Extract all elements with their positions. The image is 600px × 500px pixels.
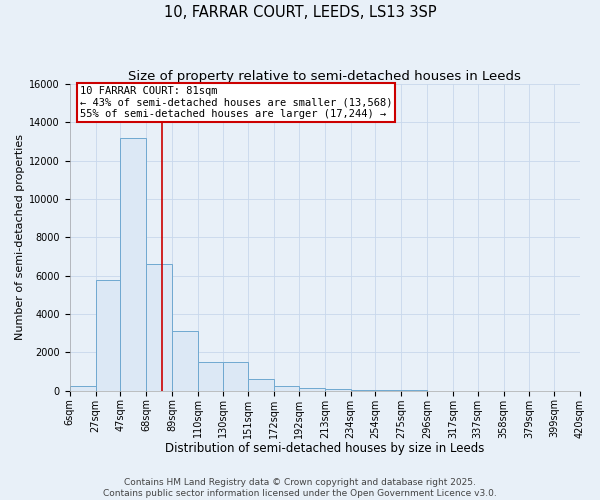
Bar bbox=[274, 386, 299, 390]
Bar bbox=[172, 332, 198, 390]
Bar bbox=[325, 389, 351, 390]
Bar bbox=[70, 386, 95, 390]
Bar bbox=[248, 379, 274, 390]
Bar bbox=[198, 362, 223, 390]
Title: Size of property relative to semi-detached houses in Leeds: Size of property relative to semi-detach… bbox=[128, 70, 521, 83]
Bar bbox=[95, 280, 120, 390]
Bar bbox=[223, 362, 248, 390]
Text: 10 FARRAR COURT: 81sqm
← 43% of semi-detached houses are smaller (13,568)
55% of: 10 FARRAR COURT: 81sqm ← 43% of semi-det… bbox=[80, 86, 392, 119]
Y-axis label: Number of semi-detached properties: Number of semi-detached properties bbox=[15, 134, 25, 340]
Text: 10, FARRAR COURT, LEEDS, LS13 3SP: 10, FARRAR COURT, LEEDS, LS13 3SP bbox=[164, 5, 436, 20]
Bar bbox=[120, 138, 146, 390]
Bar bbox=[146, 264, 172, 390]
Bar bbox=[299, 388, 325, 390]
X-axis label: Distribution of semi-detached houses by size in Leeds: Distribution of semi-detached houses by … bbox=[165, 442, 485, 455]
Text: Contains HM Land Registry data © Crown copyright and database right 2025.
Contai: Contains HM Land Registry data © Crown c… bbox=[103, 478, 497, 498]
